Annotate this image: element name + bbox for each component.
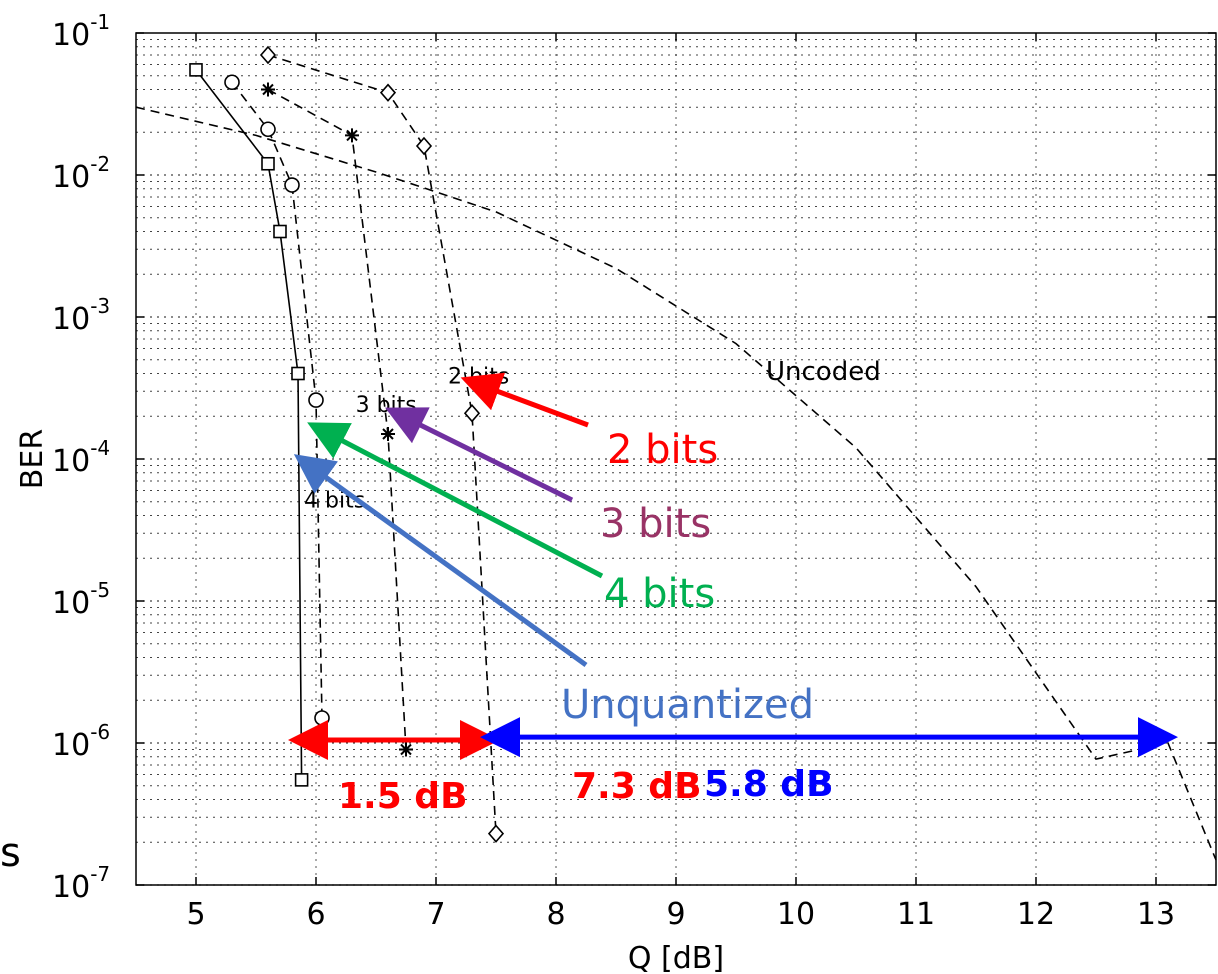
x-axis-label: Q [dB]: [628, 941, 724, 974]
point-3-bits: [345, 128, 359, 143]
x-tick-label: 11: [897, 897, 935, 932]
point-2-bits: [487, 824, 505, 843]
y-tick-label: 10-5: [52, 578, 110, 621]
y-tick-label: 10-2: [52, 152, 110, 195]
data-markers: [189, 45, 505, 843]
point-2-bits: [415, 136, 433, 156]
point-3-bits: [381, 426, 395, 441]
arrow-unquantized: [293, 454, 588, 668]
y-tick-label: 10-4: [52, 436, 110, 479]
point-3-bits: [399, 742, 413, 757]
callout-2bits: 2 bits: [607, 427, 718, 473]
callout-unquantized: Unquantized: [561, 682, 814, 728]
gap-label-5-8db: 5.8 dB: [704, 764, 834, 805]
gap-label-1-5db: 1.5 dB: [338, 776, 468, 817]
point-4-bits: [314, 710, 330, 726]
y-tick-label: 10-3: [52, 294, 110, 337]
series-4-bits: [231, 81, 323, 719]
point-unquantized: [189, 63, 203, 77]
x-tick-label: 9: [666, 897, 685, 932]
grid-lines: [136, 33, 1216, 886]
point-4-bits: [308, 392, 324, 408]
callout-3bits: 3 bits: [600, 501, 711, 547]
point-unquantized: [291, 366, 305, 381]
point-unquantized: [294, 773, 309, 787]
arrow-3bits: [385, 407, 574, 503]
arrow-4bits: [307, 422, 604, 579]
x-tick-label: 6: [306, 897, 325, 932]
point-4-bits: [260, 121, 276, 138]
point-unquantized: [273, 224, 287, 239]
point-unquantized: [261, 156, 275, 171]
curve-label: 3 bits: [356, 393, 417, 418]
x-tick-label: 5: [186, 897, 205, 932]
arrow-2bits: [460, 372, 589, 428]
point-4-bits: [224, 74, 240, 91]
y-tick-label: 10-6: [52, 720, 110, 763]
point-2-bits: [379, 83, 397, 102]
point-2-bits: [259, 45, 277, 65]
gap-label-7-3db: 7.3 dB: [572, 766, 702, 807]
x-tick-label: 8: [546, 897, 565, 932]
y-tick-label: 10-7: [52, 862, 110, 905]
y-tick-label: 10-1: [52, 10, 110, 53]
series-uncoded: [135, 106, 1217, 861]
point-4-bits: [284, 177, 300, 193]
callout-4bits: 4 bits: [604, 571, 715, 617]
x-tick-label: 13: [1137, 897, 1175, 932]
point-2-bits: [463, 404, 481, 423]
x-tick-label: 7: [426, 897, 445, 932]
series-2-bits: [267, 54, 497, 834]
callout-arrows: [293, 372, 604, 668]
y-tick-labels: 10-1 10-2 10-3 10-4 10-5 10-6 10-7: [52, 10, 1216, 905]
margin-letter: s: [0, 830, 21, 876]
y-axis-label: BER: [15, 429, 50, 489]
x-tick-label: 12: [1017, 897, 1055, 932]
series-unquantized: [195, 69, 303, 780]
point-3-bits: [261, 82, 275, 97]
curve-label: Uncoded: [766, 357, 881, 387]
x-tick-labels: 5 6 7 8 9 10 11 12 13: [186, 33, 1175, 932]
series-3-bits: [267, 88, 407, 750]
x-tick-label: 10: [777, 897, 815, 932]
